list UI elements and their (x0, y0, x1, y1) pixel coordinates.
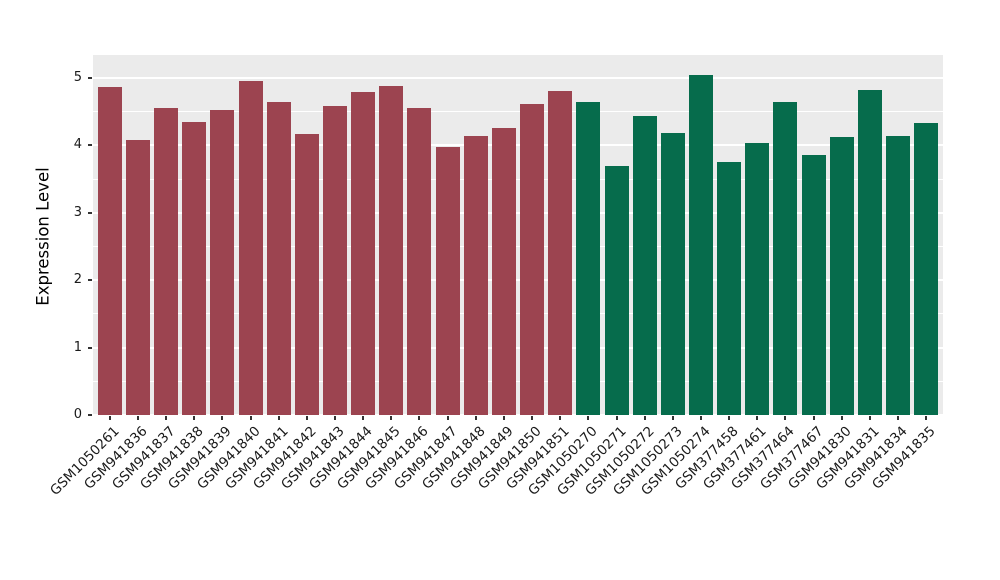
bar (323, 106, 348, 415)
y-tick-label: 1 (73, 339, 82, 355)
x-tick-mark (925, 416, 928, 420)
gridline-major (93, 414, 943, 415)
bar (238, 80, 263, 415)
gridline-major (93, 211, 943, 214)
bar (126, 139, 151, 415)
gridline-major (93, 76, 943, 79)
x-tick-mark (446, 416, 449, 420)
bar (154, 108, 179, 415)
x-tick-mark (840, 416, 843, 420)
bar (688, 74, 713, 415)
x-tick-mark (334, 416, 337, 420)
bar (548, 90, 573, 415)
gridline-minor (93, 380, 943, 382)
bar (914, 123, 939, 415)
y-tick-mark (88, 346, 92, 349)
bar (829, 136, 854, 415)
x-tick-mark (643, 416, 646, 420)
y-tick-label: 4 (73, 137, 82, 153)
bar (632, 116, 657, 415)
bar (717, 161, 742, 415)
gridline-minor (93, 111, 943, 113)
bar (97, 87, 122, 415)
y-tick-mark (88, 414, 92, 416)
bar (604, 165, 629, 415)
bar (182, 122, 207, 415)
x-tick-mark (868, 416, 871, 420)
x-tick-mark (784, 416, 787, 420)
x-tick-mark (165, 416, 168, 420)
gridline-major (93, 279, 943, 282)
bar (379, 86, 404, 415)
x-tick-mark (108, 416, 111, 420)
y-tick-mark (88, 211, 92, 214)
bar (520, 104, 545, 415)
gridline-minor (93, 245, 943, 247)
y-tick-mark (88, 144, 92, 147)
bar (407, 107, 432, 415)
x-tick-mark (896, 416, 899, 420)
x-tick-mark (587, 416, 590, 420)
x-tick-mark (671, 416, 674, 420)
y-tick-mark (88, 76, 92, 79)
y-axis-title: Expression Level (33, 167, 53, 306)
gridline-major (93, 144, 943, 147)
bar (745, 143, 770, 415)
x-tick-mark (699, 416, 702, 420)
x-tick-mark (559, 416, 562, 420)
bar (576, 102, 601, 415)
x-tick-mark (390, 416, 393, 420)
y-tick-mark (88, 279, 92, 282)
bar (463, 135, 488, 415)
bar (266, 102, 291, 415)
bar (435, 147, 460, 415)
y-tick-label: 0 (73, 407, 82, 422)
x-tick-mark (137, 416, 140, 420)
gridline-minor (93, 178, 943, 180)
y-tick-label: 3 (73, 204, 82, 220)
x-tick-mark (728, 416, 731, 420)
bar (294, 133, 319, 415)
bar (660, 132, 685, 415)
x-tick-mark (418, 416, 421, 420)
y-tick-label: 5 (73, 69, 82, 85)
x-tick-mark (812, 416, 815, 420)
x-tick-mark (305, 416, 308, 420)
x-tick-mark (615, 416, 618, 420)
x-tick-mark (531, 416, 534, 420)
x-tick-mark (249, 416, 252, 420)
x-tick-mark (193, 416, 196, 420)
gridline-major (93, 346, 943, 349)
x-tick-mark (756, 416, 759, 420)
bar (351, 92, 376, 415)
plot-panel (93, 55, 943, 415)
bar (210, 109, 235, 415)
y-tick-label: 2 (73, 272, 82, 288)
x-tick-mark (362, 416, 365, 420)
x-tick-mark (502, 416, 505, 420)
bar (801, 154, 826, 415)
x-tick-mark (221, 416, 224, 420)
bar (885, 135, 910, 415)
bar (857, 90, 882, 415)
bar (491, 127, 516, 415)
bar (773, 101, 798, 415)
gridline-minor (93, 313, 943, 315)
x-tick-mark (474, 416, 477, 420)
x-tick-mark (277, 416, 280, 420)
